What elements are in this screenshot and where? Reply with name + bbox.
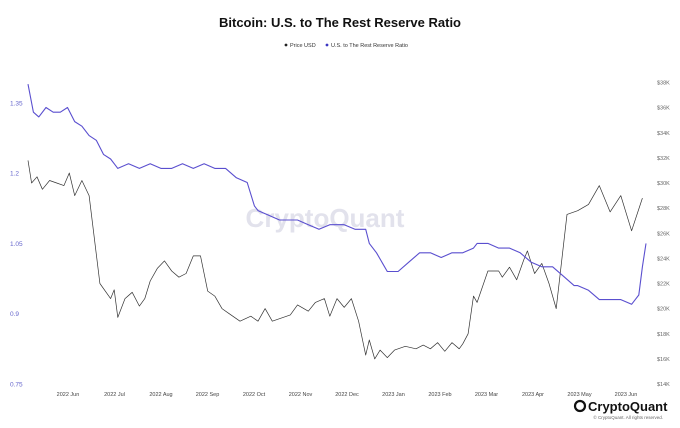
y-right-tick-label: $24K	[657, 256, 670, 262]
y-right-tick-label: $14K	[657, 382, 670, 388]
y-right-tick-label: $38K	[657, 81, 670, 87]
x-tick-label: 2022 Nov	[289, 392, 313, 398]
x-tick-label: 2023 Mar	[475, 392, 498, 398]
x-tick-label: 2023 Apr	[522, 392, 544, 398]
x-tick-label: 2023 May	[567, 392, 591, 398]
legend-label-ratio: U.S. to The Rest Reserve Ratio	[331, 43, 408, 49]
legend-marker-ratio	[325, 43, 329, 47]
x-axis: 2022 Jun 2022 Jul 2022 Aug 2022 Sep 2022 Oct…	[57, 392, 638, 398]
x-tick-label: 2022 Jun	[57, 392, 80, 398]
y-right-tick-label: $16K	[657, 357, 670, 363]
legend-item-price[interactable]: Price USD	[284, 43, 316, 49]
brand-logo: CryptoQuant	[573, 399, 668, 414]
x-tick-label: 2023 Feb	[428, 392, 451, 398]
y-left-tick-label: 0.9	[10, 311, 19, 318]
x-tick-label: 2022 Sep	[196, 392, 220, 398]
y-right-tick-label: $18K	[657, 332, 670, 338]
x-tick-label: 2023 Jan	[382, 392, 405, 398]
series-line-ratio	[27, 83, 647, 305]
y-left-tick-label: 1.35	[10, 100, 23, 107]
x-tick-label: 2022 Aug	[149, 392, 172, 398]
y-left-tick-label: 1.05	[10, 241, 23, 248]
y-right-tick-label: $30K	[657, 181, 670, 187]
watermark: CryptoQuant	[246, 203, 405, 233]
legend-label-price: Price USD	[290, 43, 316, 49]
series-line-price	[27, 160, 643, 360]
y-right-tick-label: $36K	[657, 106, 670, 112]
y-right-tick-label: $32K	[657, 156, 670, 162]
chart-title: Bitcoin: U.S. to The Rest Reserve Ratio	[219, 15, 461, 30]
y-left-tick-label: 1.2	[10, 171, 19, 178]
y-right-tick-label: $22K	[657, 282, 670, 288]
y-right-tick-label: $26K	[657, 231, 670, 237]
x-tick-label: 2022 Oct	[243, 392, 266, 398]
x-tick-label: 2022 Dec	[335, 392, 359, 398]
cryptoquant-logo-icon	[573, 399, 587, 413]
y-right-tick-label: $20K	[657, 307, 670, 313]
brand-name: CryptoQuant	[588, 399, 668, 414]
y-axis-right: $38K $36K $34K $32K $30K $28K $26K $24K $22K $20K…	[657, 81, 670, 388]
y-right-tick-label: $34K	[657, 131, 670, 137]
x-tick-label: 2022 Jul	[104, 392, 125, 398]
legend-marker-price	[284, 43, 288, 47]
legend: Price USD U.S. to The Rest Reserve Ratio	[284, 43, 408, 49]
x-tick-label: 2023 Jun	[615, 392, 638, 398]
y-left-tick-label: 0.75	[10, 382, 23, 389]
legend-item-ratio[interactable]: U.S. to The Rest Reserve Ratio	[325, 43, 408, 49]
copyright-text: © CryptoQuant. All rights reserved.	[593, 414, 663, 420]
y-right-tick-label: $28K	[657, 206, 670, 212]
y-axis-left: 1.35 1.2 1.05 0.9 0.75	[10, 100, 23, 388]
